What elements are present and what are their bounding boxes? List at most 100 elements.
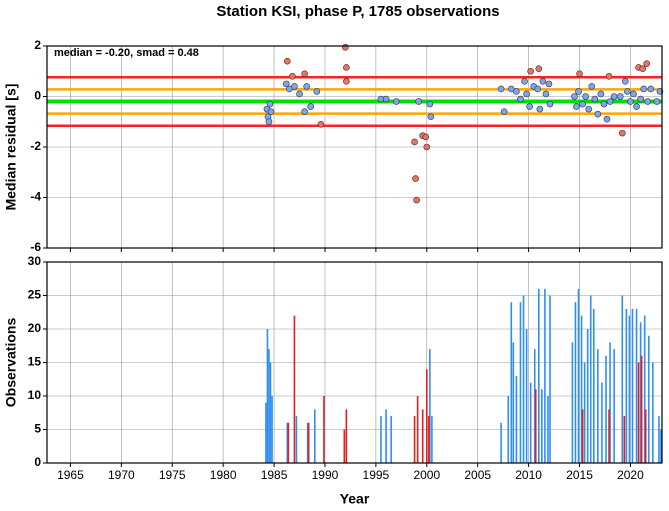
data-point	[605, 73, 613, 80]
data-point	[539, 78, 547, 85]
data-point	[313, 88, 321, 95]
data-point	[342, 43, 349, 51]
data-point	[343, 64, 350, 71]
bar	[541, 389, 543, 463]
x-tick-label: 2020	[617, 468, 644, 482]
bar	[601, 382, 603, 463]
data-point	[411, 138, 418, 146]
data-point	[647, 85, 655, 93]
data-point	[535, 65, 543, 73]
bar	[571, 342, 574, 463]
data-point	[588, 83, 596, 90]
bar	[287, 422, 290, 463]
x-tick-label: 1970	[108, 468, 135, 482]
bar	[621, 295, 624, 463]
data-point	[594, 110, 602, 118]
data-point	[266, 100, 274, 108]
y-tick-label: 5	[34, 422, 41, 436]
data-point	[513, 88, 520, 95]
bar	[425, 369, 428, 463]
bar	[647, 335, 650, 463]
bar	[549, 295, 551, 463]
bar	[529, 382, 532, 463]
data-point	[640, 85, 647, 93]
data-point	[523, 90, 530, 98]
bar	[519, 302, 522, 463]
x-tick-label: 2005	[464, 468, 491, 482]
data-point	[536, 105, 544, 113]
data-point	[644, 98, 652, 105]
bar	[507, 396, 510, 463]
data-point	[627, 98, 634, 105]
bar	[613, 349, 615, 463]
data-point	[413, 196, 420, 204]
bar	[268, 349, 270, 463]
data-point	[582, 93, 589, 100]
data-point	[382, 95, 390, 103]
y-tick-label: 20	[28, 321, 42, 335]
bar	[608, 409, 610, 463]
data-point	[497, 85, 505, 93]
x-tick-label: 1965	[57, 468, 84, 482]
bar	[269, 362, 272, 463]
data-point	[622, 78, 629, 85]
y-axis-label: Median residual [s]	[3, 84, 19, 211]
data-point	[546, 100, 554, 108]
data-point	[545, 80, 553, 88]
data-point	[597, 90, 605, 98]
bar	[413, 416, 416, 463]
plot-frame	[46, 45, 663, 249]
data-point	[576, 70, 583, 78]
y-tick-label: -4	[30, 190, 41, 204]
bar	[512, 342, 515, 463]
y-tick-label: 10	[28, 388, 42, 402]
bar	[428, 416, 430, 463]
data-point	[637, 95, 644, 103]
bar	[307, 422, 310, 463]
data-point	[423, 143, 431, 151]
data-point	[343, 78, 350, 85]
x-tick-label: 2015	[566, 468, 593, 482]
bar	[660, 429, 662, 463]
bar	[589, 295, 592, 463]
bar	[431, 416, 433, 463]
bar	[580, 315, 583, 463]
x-axis-label: Year	[340, 491, 370, 507]
data-point	[653, 98, 661, 105]
data-point	[526, 103, 533, 110]
bar	[533, 349, 536, 463]
data-point	[527, 67, 534, 75]
bar	[522, 295, 525, 463]
y-tick-label: 25	[28, 288, 42, 302]
data-point	[307, 103, 315, 110]
data-point	[301, 108, 308, 115]
bar	[271, 396, 273, 463]
bar	[380, 416, 382, 463]
bar	[643, 315, 646, 463]
data-point	[317, 120, 325, 128]
bar	[639, 322, 642, 463]
data-point	[571, 93, 578, 100]
y-tick-label: 30	[28, 254, 42, 268]
bar	[390, 416, 392, 463]
bar	[421, 409, 424, 463]
data-point	[291, 83, 298, 90]
data-point	[422, 133, 430, 141]
bar	[625, 308, 628, 463]
bar	[266, 329, 269, 463]
data-point	[542, 90, 550, 98]
bar	[586, 329, 589, 463]
bar	[510, 302, 513, 463]
data-point	[639, 65, 646, 73]
data-point	[415, 98, 422, 105]
data-point	[575, 88, 582, 95]
data-point	[606, 98, 614, 105]
bar	[537, 288, 540, 463]
bar	[500, 422, 502, 463]
bar	[637, 362, 640, 463]
data-point	[412, 175, 419, 182]
data-point	[517, 95, 524, 103]
chart-title: Station KSI, phase P, 1785 observations	[216, 3, 499, 20]
bar	[658, 416, 660, 463]
annotation: median = -0.20, smad = 0.48	[54, 47, 199, 59]
